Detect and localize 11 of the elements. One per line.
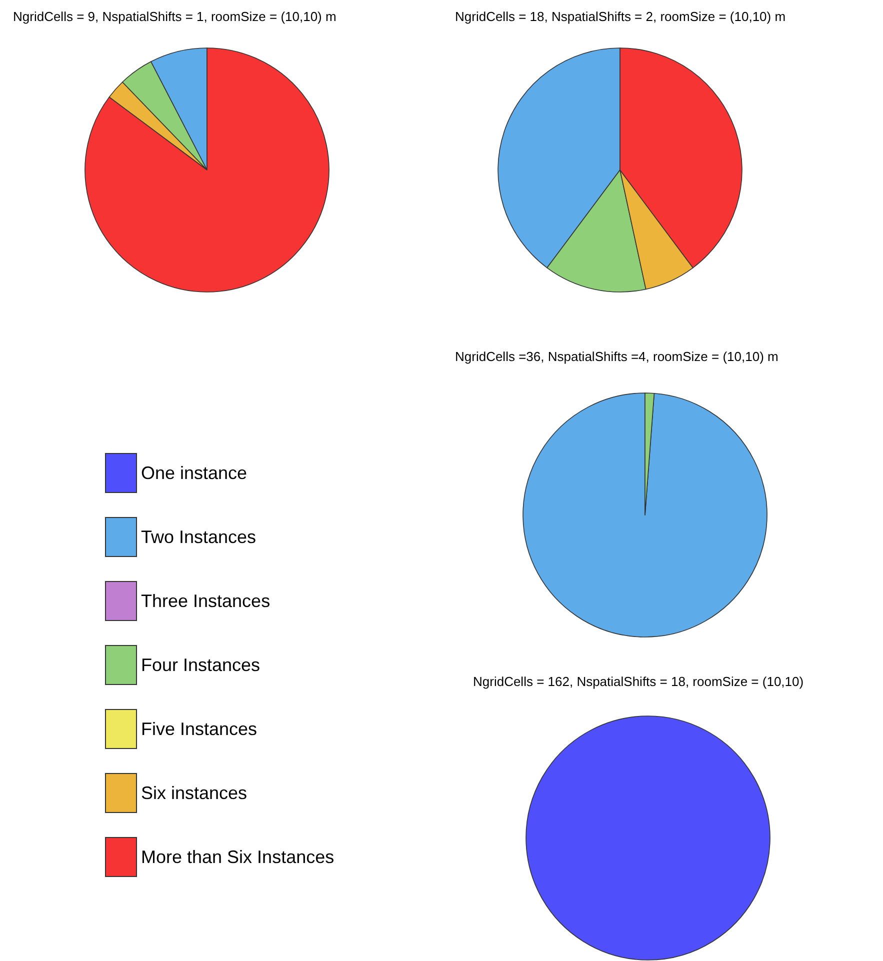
- legend-label: One instance: [141, 462, 248, 484]
- legend-label: More than Six Instances: [141, 846, 334, 868]
- chart-title: NgridCells =36, NspatialShifts =4, roomSize = (10,10) m: [455, 349, 778, 364]
- chart-title: NgridCells = 9, NspatialShifts = 1, roomSize = (10,10) m: [13, 9, 336, 24]
- legend-label: Six instances: [141, 782, 248, 804]
- legend-label: Five Instances: [141, 718, 258, 740]
- chart-title: NgridCells = 162, NspatialShifts = 18, roomSize = (10,10): [473, 674, 804, 689]
- legend-label: Four Instances: [141, 654, 260, 676]
- legend-label: Two Instances: [141, 526, 256, 548]
- legend-label: Three Instances: [141, 590, 270, 612]
- chart-title: NgridCells = 18, NspatialShifts = 2, roomSize = (10,10) m: [455, 9, 786, 24]
